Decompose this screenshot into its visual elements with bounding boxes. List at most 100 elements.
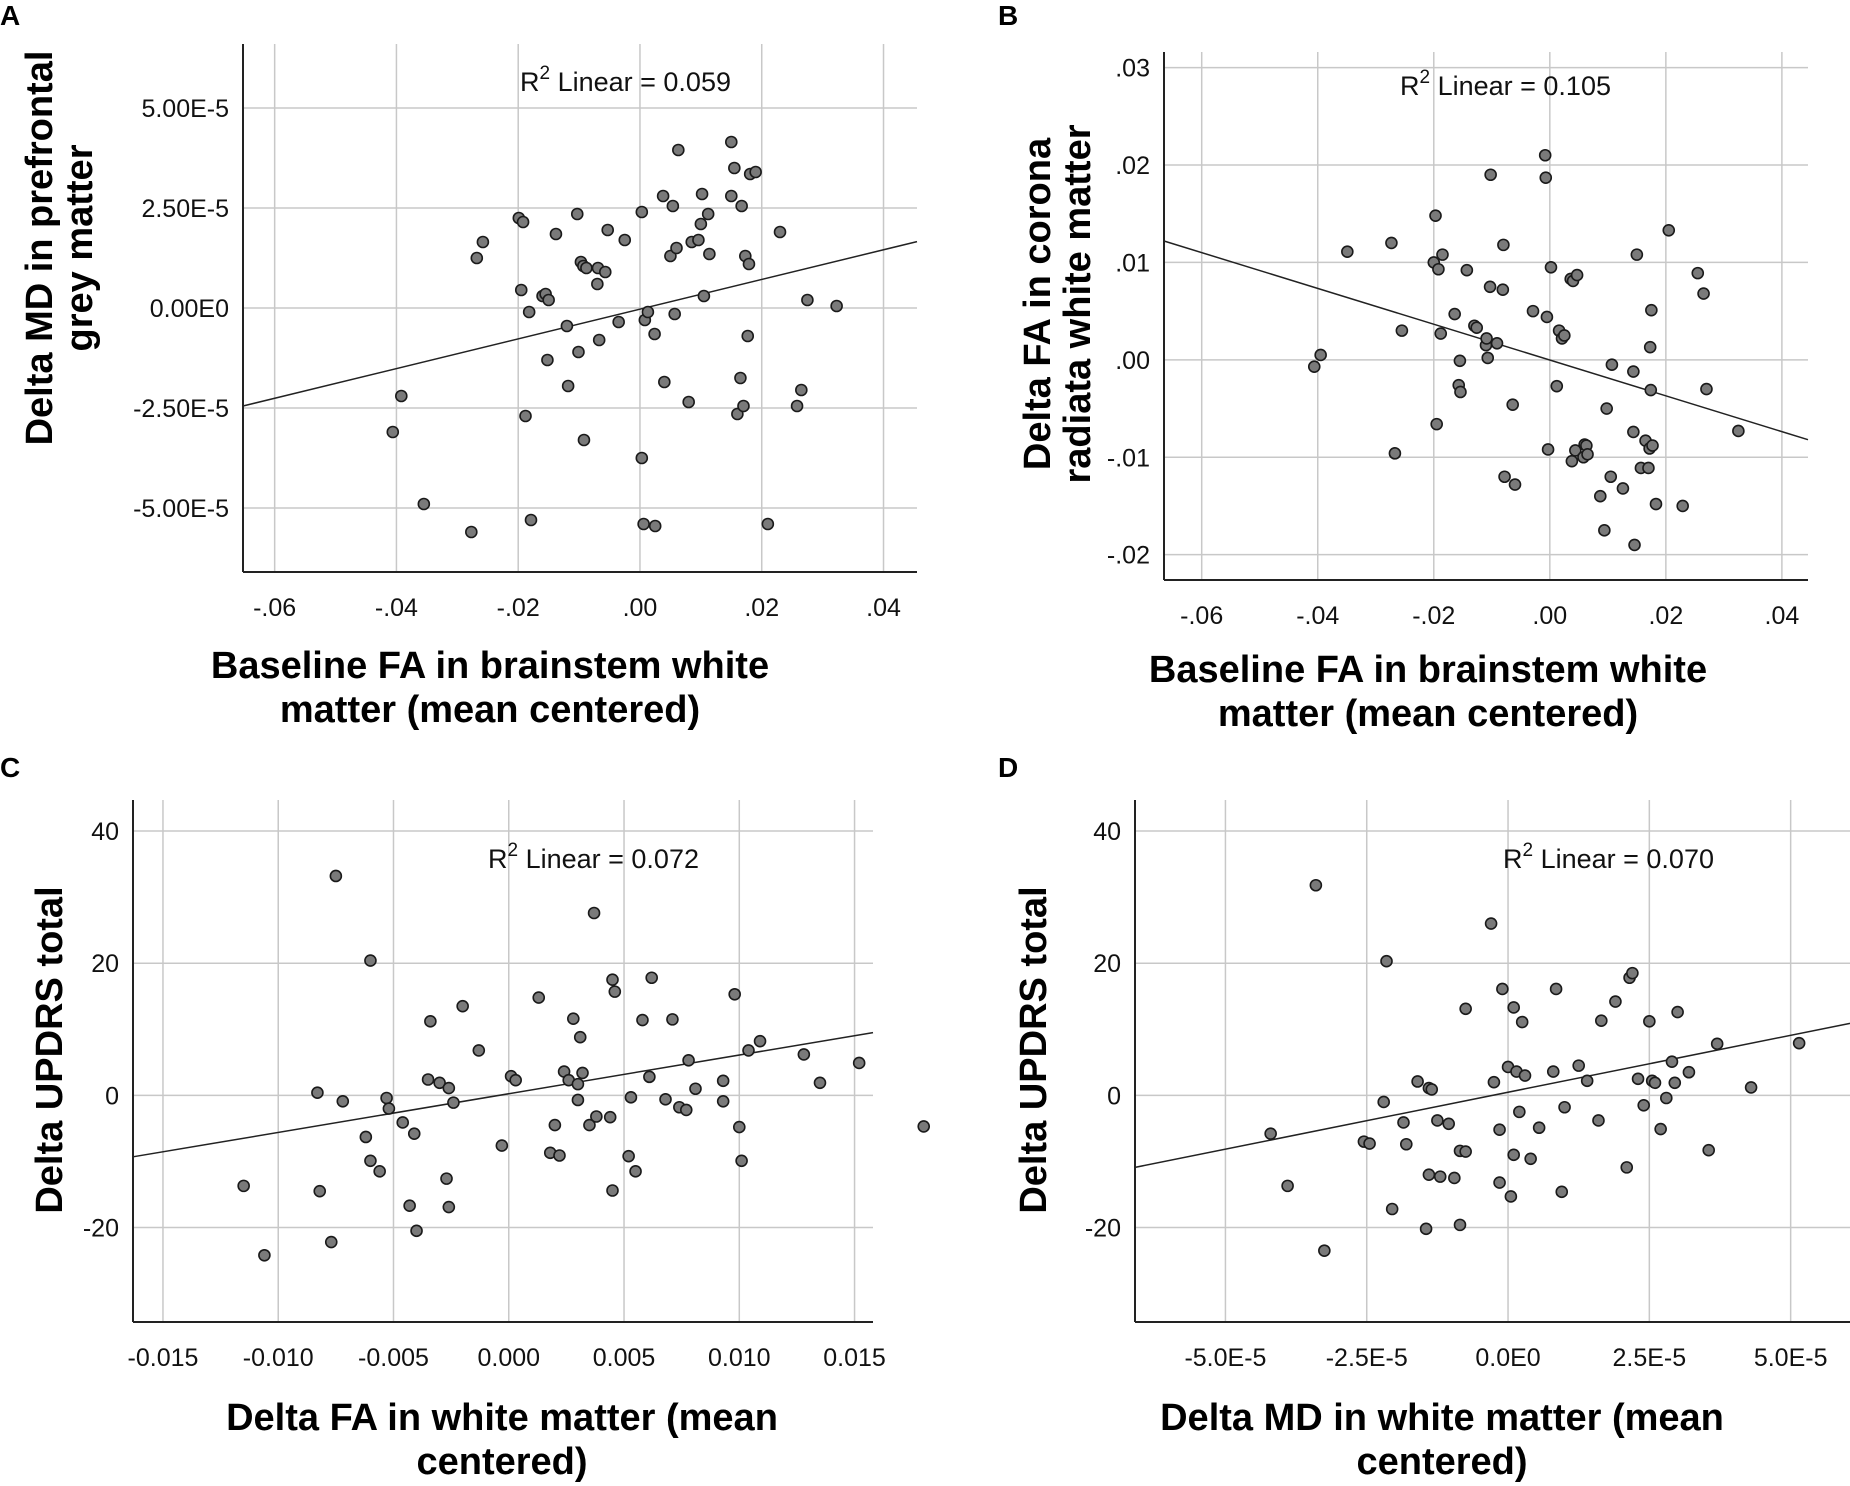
data-point [447,1096,460,1109]
data-point [495,1139,509,1152]
x-tick-label: -.04 [1296,602,1339,630]
data-point [1377,1095,1390,1109]
data-point [1691,266,1705,280]
y-tick-label: 40 [91,818,119,846]
data-point [396,1116,410,1129]
data-point [1425,1083,1439,1096]
data-point [1620,1161,1634,1174]
x-axis-label-line: Delta FA in white matter (mean [226,1397,778,1439]
y-tick-label: 0 [1107,1082,1121,1110]
data-point [761,517,775,531]
data-point [643,1070,656,1084]
x-axis-label-b: Baseline FA in brainstem white matter (m… [1149,648,1707,736]
data-point [742,1044,755,1057]
y-tick-label: 0.00E0 [150,295,229,323]
x-tick-label: -2.5E-5 [1326,1344,1408,1372]
scatter-plot-a: -.06 -.04 -.02 .00 .02 .04 -5.00E-5 -2.50E-5 0.0… [133,44,918,622]
data-point [1448,1171,1461,1185]
data-point [1600,402,1613,415]
data-point [576,1066,589,1080]
data-point [1436,248,1449,261]
data-point [1627,425,1640,439]
data-point [813,1076,827,1090]
data-point [417,497,431,511]
data-point [407,1127,421,1140]
y-tick-label: -20 [1085,1215,1121,1243]
data-point [728,987,741,1001]
data-point [636,1013,649,1027]
data-point [1434,327,1448,340]
y-tick-label: 20 [1093,950,1121,978]
y-tick-label: 20 [91,950,119,978]
data-point [1541,443,1555,456]
data-point [682,1054,695,1067]
data-point [1710,1037,1724,1051]
data-point [336,1095,350,1108]
data-point [514,283,528,297]
data-point [797,1048,811,1061]
data-point [1307,360,1321,373]
r-squared-annotation: R2 Linear = 0.072 [488,840,699,874]
data-point [697,289,711,303]
data-point [606,1184,619,1197]
data-point [1644,383,1658,397]
data-point [577,433,591,447]
data-point [1422,1168,1436,1181]
x-tick-label: -.06 [1180,602,1223,630]
x-tick-label: 0.000 [477,1344,540,1372]
data-point [1540,310,1554,324]
data-point [1642,461,1655,475]
data-point [852,1056,866,1070]
data-point [624,1091,638,1104]
data-point [703,247,716,261]
data-point [1558,329,1571,342]
data-point [801,293,814,307]
data-point [516,215,530,229]
data-point [524,513,538,527]
data-point [1419,1222,1433,1236]
data-point [618,233,632,247]
data-point [1318,1244,1331,1257]
data-point [672,143,685,157]
data-point [433,1076,446,1090]
data-point [1605,358,1619,372]
data-point [1682,1065,1696,1079]
x-tick-label: .02 [1648,602,1683,630]
y-axis-label-line: Delta UPDRS total [1013,886,1055,1214]
data-point [734,371,747,385]
data-point [692,233,705,247]
y-tick-label: .00 [1115,347,1150,375]
data-point [1341,245,1354,259]
data-point [1411,1075,1424,1088]
y-tick-label: 40 [1093,818,1121,846]
data-point [403,1199,416,1213]
data-point [1385,1202,1399,1216]
data-point [1498,470,1511,484]
data-point [572,345,585,359]
x-axis-label-line: centered) [416,1441,588,1483]
data-point [1400,1137,1413,1151]
data-point [1493,1176,1506,1189]
data-point [1700,382,1713,396]
data-point [1702,1143,1715,1157]
data-point [1484,168,1497,182]
data-point [567,1012,580,1026]
data-point [1643,340,1657,354]
data-point [1363,1137,1376,1150]
x-tick-label: 0.005 [593,1344,656,1372]
data-point [735,1154,748,1168]
data-point [645,971,658,985]
data-point [1630,248,1644,261]
fit-line [1134,1022,1850,1169]
data-point [724,189,738,203]
data-point [1676,499,1689,513]
data-point [1546,1065,1560,1078]
data-point [1513,1105,1526,1119]
x-tick-label: .00 [1532,602,1567,630]
data-point [830,299,843,313]
data-point [795,383,808,397]
x-tick-label: .04 [1765,602,1800,630]
data-point [382,1102,396,1115]
data-point [1649,497,1663,511]
